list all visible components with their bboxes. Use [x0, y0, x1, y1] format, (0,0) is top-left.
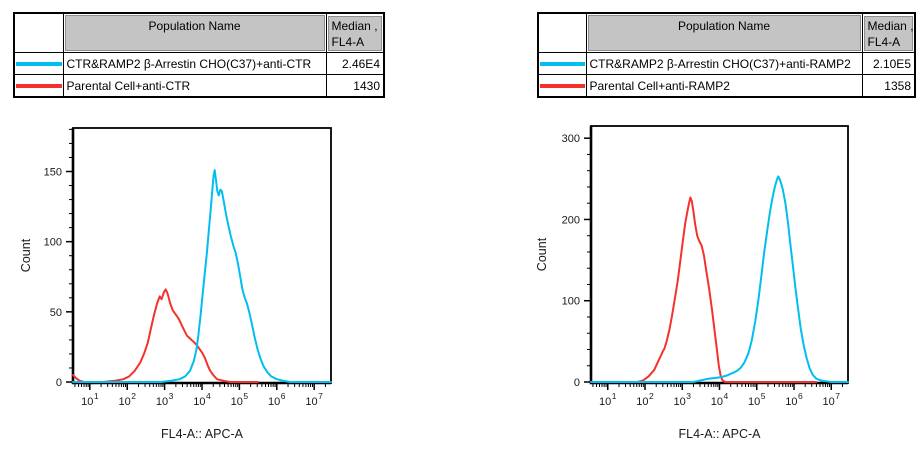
x-tick-label: 101 — [599, 391, 617, 408]
median-header: Median , FL4-A — [325, 12, 385, 53]
population-name-cell: CTR&RAMP2 β-Arrestin CHO(C37)+anti-CTR — [62, 52, 327, 75]
x-tick-label: 106 — [785, 391, 803, 408]
x-tick-label: 104 — [711, 391, 729, 408]
population-row: CTR&RAMP2 β-Arrestin CHO(C37)+anti-CTR 2… — [13, 52, 385, 75]
x-tick-label: 103 — [156, 391, 174, 408]
x-tick-label: 103 — [674, 391, 692, 408]
legend-header-row: Population Name Median , FL4-A — [537, 12, 916, 53]
legend-header-row: Population Name Median , FL4-A — [13, 12, 385, 53]
plot-frame — [590, 125, 849, 384]
median-header-line2: FL4-A — [867, 34, 901, 49]
swatch-cell — [537, 74, 587, 98]
histogram-curve-cyan — [590, 175, 849, 383]
series-swatch-cyan — [16, 61, 62, 66]
median-header: Median , FL4-A — [861, 12, 916, 53]
x-tick-label: 105 — [748, 391, 766, 408]
x-tick-label: 101 — [81, 391, 99, 408]
y-axis: 0 50 100 150 — [44, 128, 73, 389]
histogram-curve-cyan — [72, 169, 332, 383]
series-swatch-cyan — [540, 61, 585, 66]
swatch-cell — [13, 52, 64, 75]
swatch-column-header — [13, 12, 64, 53]
y-tick-label: 0 — [574, 377, 580, 389]
series-swatch-red — [16, 83, 62, 88]
swatch-cell — [13, 74, 64, 98]
x-tick-label: 102 — [118, 391, 136, 408]
x-tick-label: 102 — [636, 391, 654, 408]
histogram-curve-red — [636, 196, 818, 383]
y-tick-label: 50 — [50, 307, 62, 319]
population-name-header: Population Name — [585, 12, 863, 53]
median-value-cell: 2.10E5 — [861, 52, 916, 75]
x-axis: 101 102 103 104 105 106 107 — [592, 383, 843, 408]
legend-table-left: Population Name Median , FL4-A CTR&RAMP2… — [13, 12, 385, 98]
population-row: CTR&RAMP2 β-Arrestin CHO(C37)+anti-RAMP2… — [537, 52, 916, 75]
population-name-cell: Parental Cell+anti-CTR — [62, 74, 327, 98]
population-name-header-label: Population Name — [587, 15, 861, 51]
population-name-cell: CTR&RAMP2 β-Arrestin CHO(C37)+anti-RAMP2 — [585, 52, 863, 75]
y-tick-label: 300 — [562, 133, 580, 145]
population-name-header: Population Name — [62, 12, 327, 53]
axis-spines — [71, 128, 331, 385]
median-value-cell: 1430 — [325, 74, 385, 98]
median-header-line1: Median , — [331, 18, 378, 33]
x-tick-label: 107 — [305, 391, 323, 408]
plot-frame — [72, 127, 332, 384]
y-tick-label: 0 — [56, 377, 62, 389]
x-axis-title: FL4-A:: APC-A — [161, 427, 244, 441]
median-header-line2: FL4-A — [331, 34, 365, 49]
population-name-header-label: Population Name — [64, 15, 325, 51]
y-tick-label: 100 — [562, 296, 580, 308]
y-tick-label: 150 — [44, 167, 62, 179]
swatch-column-header — [537, 12, 587, 53]
median-header-line1: Median , — [867, 18, 914, 33]
swatch-cell — [537, 52, 587, 75]
population-row: Parental Cell+anti-RAMP2 1358 — [537, 74, 916, 98]
y-axis-title: Count — [19, 238, 33, 272]
x-tick-label: 104 — [193, 391, 211, 408]
axis-spines — [589, 126, 848, 385]
median-value-cell: 1358 — [861, 74, 916, 98]
population-name-cell: Parental Cell+anti-RAMP2 — [585, 74, 863, 98]
y-tick-label: 100 — [44, 237, 62, 249]
x-tick-label: 107 — [822, 391, 840, 408]
y-tick-label: 200 — [562, 214, 580, 226]
median-value-cell: 2.46E4 — [325, 52, 385, 75]
series-swatch-red — [540, 83, 585, 88]
y-axis-title: Count — [535, 237, 549, 271]
y-axis: 0 100 200 300 — [562, 133, 591, 389]
legend-table-right: Population Name Median , FL4-A CTR&RAMP2… — [537, 12, 916, 98]
x-axis: 101 102 103 104 105 106 107 — [74, 383, 326, 408]
x-axis-title: FL4-A:: APC-A — [679, 427, 762, 441]
histogram-curve-red — [72, 288, 260, 383]
x-tick-label: 105 — [231, 391, 249, 408]
x-tick-label: 106 — [268, 391, 286, 408]
population-row: Parental Cell+anti-CTR 1430 — [13, 74, 385, 98]
